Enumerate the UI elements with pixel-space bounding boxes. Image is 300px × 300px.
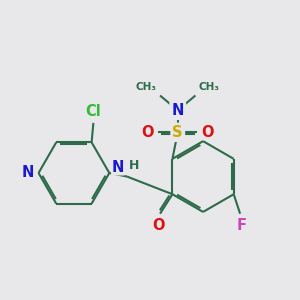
- Text: F: F: [237, 218, 247, 233]
- Text: CH₃: CH₃: [199, 82, 220, 92]
- Text: N: N: [172, 103, 184, 118]
- Text: N: N: [112, 160, 124, 175]
- Text: H: H: [129, 159, 139, 172]
- Text: O: O: [152, 218, 164, 233]
- Text: Cl: Cl: [85, 104, 101, 119]
- Text: S: S: [172, 125, 183, 140]
- Text: CH₃: CH₃: [136, 82, 157, 92]
- Text: O: O: [142, 125, 154, 140]
- Text: N: N: [22, 166, 34, 181]
- Text: O: O: [201, 125, 214, 140]
